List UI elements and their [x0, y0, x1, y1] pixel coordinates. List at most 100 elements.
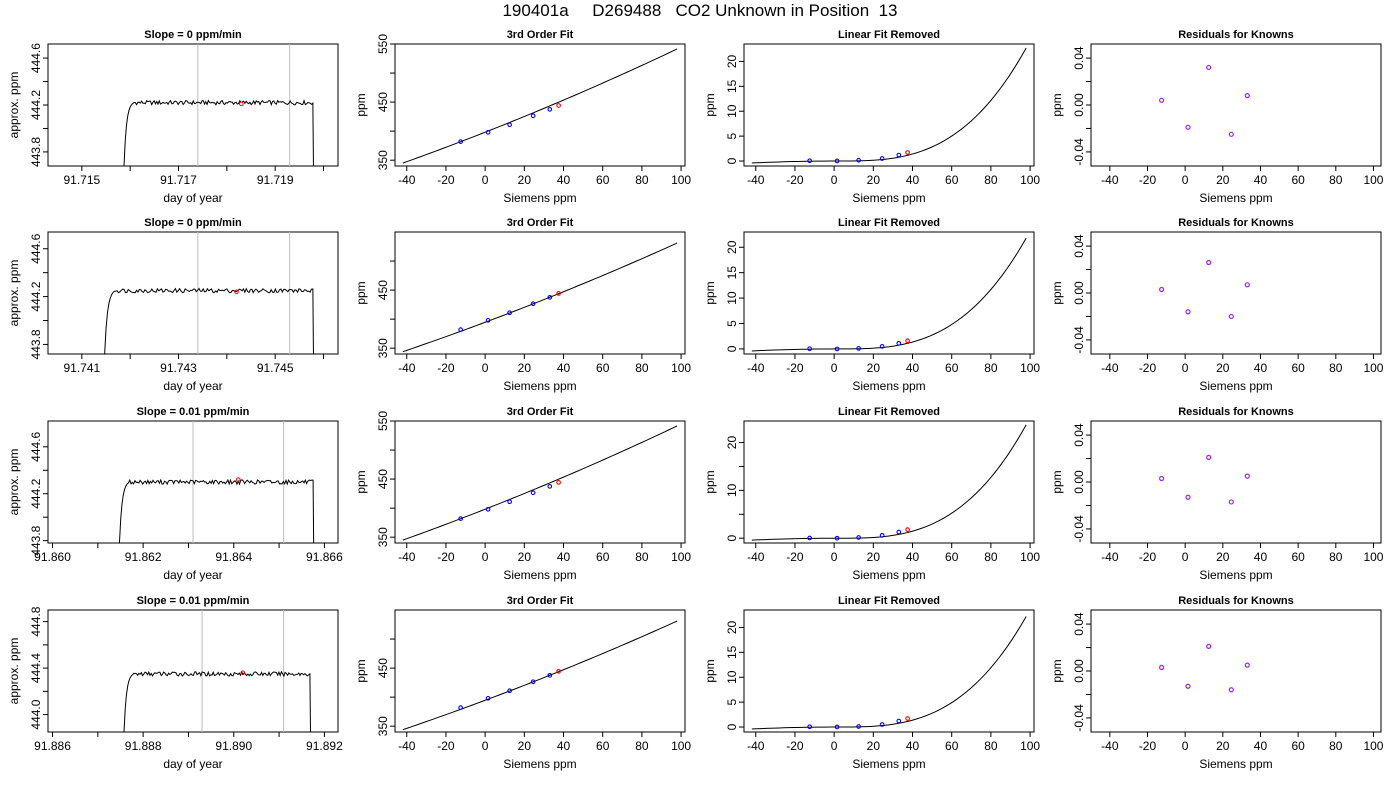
known-point — [896, 718, 902, 724]
y-tick-label: 444.8 — [29, 606, 43, 636]
y-axis-label: ppm — [1050, 93, 1064, 116]
x-tick-label: 60 — [945, 361, 959, 375]
plot-frame — [1090, 609, 1382, 733]
residual-point — [1244, 662, 1250, 668]
unknown-point — [556, 103, 561, 108]
y-tick-label: 0.04 — [1072, 46, 1086, 70]
y-tick-label: 450 — [376, 469, 390, 489]
x-tick-label: 60 — [945, 550, 959, 564]
known-point — [856, 724, 861, 729]
plot-frame — [47, 609, 339, 733]
x-tick-label: 80 — [1329, 173, 1343, 187]
y-tick-label: 20 — [725, 436, 739, 450]
x-axis-label: Siemens ppm — [852, 568, 925, 582]
known-point — [834, 535, 840, 541]
x-tick-label: 20 — [1216, 550, 1230, 564]
known-point — [507, 310, 512, 316]
fit-curve — [751, 237, 1027, 352]
y-axis-label: approx. ppm — [7, 449, 21, 516]
x-tick-label: 60 — [596, 739, 610, 753]
x-tick-label: 91.715 — [63, 173, 100, 187]
panel-r2-c2: 3rd Order Fit -40 -20 0 20 40 60 80 100 350 450 Sie… — [354, 217, 691, 393]
y-tick-label: 5 — [725, 132, 739, 139]
x-tick-label: 80 — [1329, 361, 1343, 375]
x-tick-label: -40 — [747, 739, 765, 753]
x-tick-label: 20 — [867, 361, 881, 375]
x-axis-label: day of year — [163, 191, 222, 205]
x-tick-label: 40 — [1254, 361, 1268, 375]
unknown-marker — [234, 289, 239, 295]
panel-title: Residuals for Knowns — [1178, 406, 1294, 418]
x-axis-label: Siemens ppm — [503, 379, 576, 393]
y-tick-label: 443.8 — [29, 525, 43, 555]
y-tick-label: 0.04 — [1072, 423, 1086, 447]
known-point — [896, 529, 902, 535]
x-tick-label: -20 — [786, 550, 804, 564]
known-point — [856, 346, 861, 351]
known-point — [547, 107, 553, 112]
plot-frame — [394, 43, 686, 167]
known-point — [485, 129, 491, 135]
panel-r1-c3: Linear Fit Removed -40 -20 0 20 40 60 80 100 0 5 10… — [703, 29, 1040, 205]
fit-curve — [402, 242, 678, 353]
x-tick-label: 80 — [1329, 739, 1343, 753]
known-point — [530, 113, 536, 119]
unknown-point — [556, 480, 561, 485]
residual-point — [1206, 259, 1212, 266]
panel-r4-c4: Residuals for Knowns -40 -20 0 20 40 60 80 100 -0… — [1050, 595, 1384, 771]
unknown-marker — [236, 477, 241, 482]
y-axis-label: ppm — [354, 281, 368, 304]
y-axis-label: ppm — [703, 281, 717, 304]
known-point — [485, 506, 491, 512]
y-tick-label: 15 — [725, 79, 739, 93]
y-axis-label: ppm — [703, 93, 717, 116]
x-tick-label: 100 — [671, 739, 691, 753]
x-tick-label: 20 — [518, 550, 532, 564]
y-tick-label: 350 — [376, 527, 390, 547]
fit-curve — [751, 616, 1027, 730]
x-tick-label: 0 — [831, 739, 838, 753]
x-axis-label: day of year — [163, 379, 222, 393]
x-tick-label: -20 — [437, 550, 455, 564]
y-tick-label: -0.04 — [1072, 326, 1086, 354]
y-tick-label: 350 — [376, 150, 390, 170]
y-axis-label: ppm — [703, 659, 717, 682]
x-tick-label: 20 — [867, 550, 881, 564]
y-tick-label: 10 — [725, 670, 739, 684]
x-tick-label: 100 — [1363, 361, 1383, 375]
panel-r1-c2: 3rd Order Fit -40 -20 0 20 40 60 80 100 350 450 550… — [354, 29, 691, 205]
y-tick-label: 444.6 — [29, 233, 43, 263]
x-tick-label: 91.862 — [125, 550, 162, 564]
y-tick-label: 10 — [725, 104, 739, 118]
y-axis-label: approx. ppm — [7, 260, 21, 327]
panel-title: Residuals for Knowns — [1178, 595, 1294, 607]
x-tick-label: 91.860 — [34, 550, 71, 564]
x-tick-label: -20 — [1139, 173, 1157, 187]
known-point — [458, 327, 463, 332]
panel-r4-c2: 3rd Order Fit -40 -20 0 20 40 60 80 100 350 450 Sie… — [354, 595, 691, 771]
y-axis-label: ppm — [1050, 281, 1064, 304]
x-tick-label: 40 — [906, 361, 920, 375]
x-tick-label: 80 — [635, 739, 649, 753]
unknown-point — [905, 527, 910, 532]
plot-frame — [47, 231, 339, 355]
y-axis-label: ppm — [354, 93, 368, 116]
x-tick-label: 60 — [596, 550, 610, 564]
known-point — [530, 490, 536, 496]
residual-point — [1244, 473, 1250, 479]
x-tick-label: 0 — [831, 173, 838, 187]
known-point — [807, 535, 812, 541]
y-tick-label: 550 — [376, 34, 390, 54]
panel-title: Linear Fit Removed — [838, 406, 940, 418]
panel-r3-c4: Residuals for Knowns -40 -20 0 20 40 60 80 100 -0… — [1050, 406, 1384, 582]
x-tick-label: 60 — [1291, 361, 1305, 375]
residual-point — [1159, 97, 1165, 103]
residual-point — [1185, 494, 1191, 500]
y-tick-label: 444.6 — [29, 43, 43, 73]
x-tick-label: 91.741 — [63, 361, 100, 375]
x-tick-label: 40 — [906, 739, 920, 753]
x-axis-label: Siemens ppm — [1199, 757, 1272, 771]
panel-title: Residuals for Knowns — [1178, 217, 1294, 229]
residual-point — [1228, 687, 1234, 693]
known-point — [458, 705, 463, 710]
